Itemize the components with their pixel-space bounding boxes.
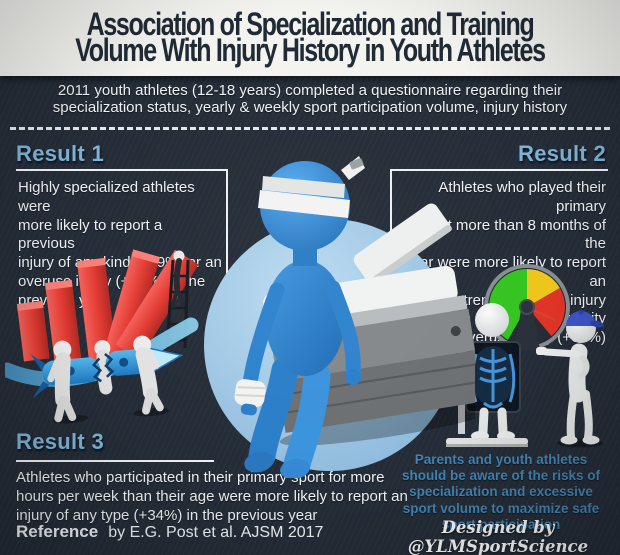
carrier-figure-right <box>133 335 164 415</box>
falling-red-bars-broken-rocket-illustration <box>5 249 199 424</box>
study-subtitle: 2011 youth athletes (12-18 years) comple… <box>52 82 568 117</box>
result3-text: Athletes who participated in their prima… <box>16 469 408 524</box>
reference-row: Reference by E.G. Post et al. AJSM 2017 <box>16 522 323 542</box>
conclusion-text: Parents and youth athletes should be awa… <box>401 452 601 532</box>
title-band: Association of Specialization and Traini… <box>0 0 620 76</box>
result2-heading: Result 2 <box>518 141 606 166</box>
result1-heading: Result 1 <box>16 141 104 166</box>
capped-measuring-figure <box>536 309 604 448</box>
wrist-bandage <box>234 379 267 416</box>
carrier-figure-middle <box>94 340 113 395</box>
xray-skeleton <box>470 346 516 409</box>
dashed-separator <box>10 127 610 130</box>
head-bandage <box>258 156 365 218</box>
designer-credit: Designed by @YLMSportScience <box>407 518 589 555</box>
reference-citation: by E.G. Post et al. AJSM 2017 <box>108 524 324 541</box>
blue-cap-icon <box>566 309 604 328</box>
result3-heading: Result 3 <box>16 429 104 454</box>
reference-label: Reference <box>16 522 99 541</box>
risk-gauge-xray-measurement-illustration <box>446 264 604 448</box>
bandaged-athlete-on-exam-table-illustration <box>204 156 475 478</box>
page-title-line1: Association of Specialization and Traini… <box>86 7 535 43</box>
carrier-figure-left <box>47 340 77 423</box>
result3-underline <box>16 460 214 462</box>
patient-figure <box>234 156 365 478</box>
page-title-line2: Volume With Injury History in Youth Athl… <box>75 33 546 69</box>
broken-rocket-carriers <box>30 335 184 424</box>
